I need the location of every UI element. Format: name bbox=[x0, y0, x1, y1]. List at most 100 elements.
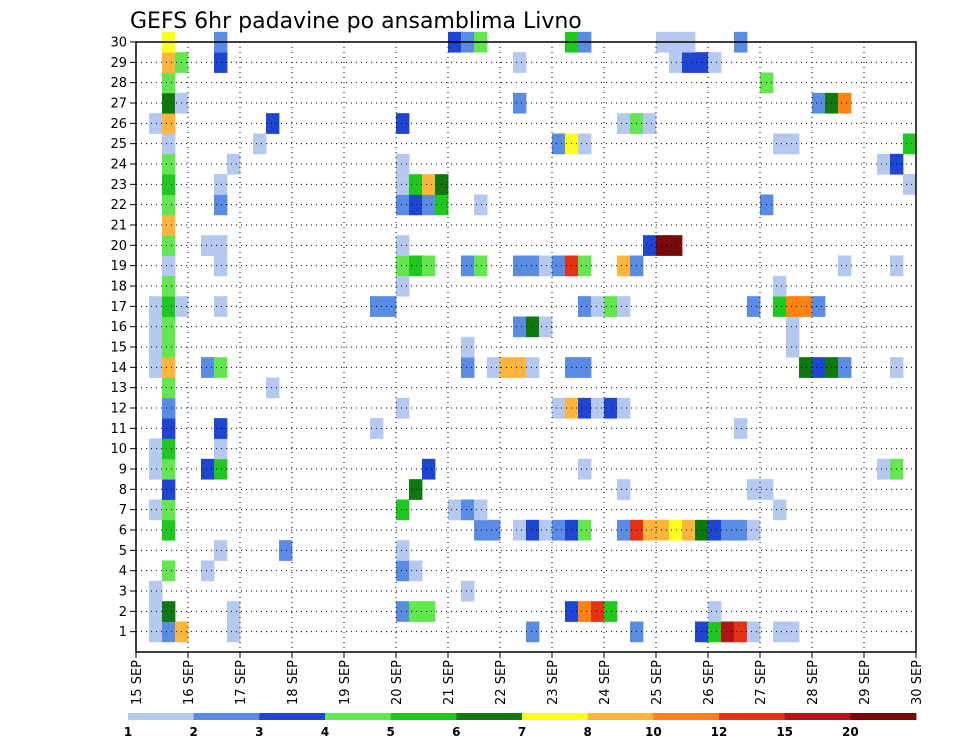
heatmap-cell bbox=[474, 519, 488, 541]
x-tick-label: 22 SEP bbox=[494, 660, 509, 705]
x-tick-label: 20 SEP bbox=[390, 660, 405, 705]
colorbar-label: 4 bbox=[321, 725, 329, 739]
heatmap-cell bbox=[604, 296, 618, 317]
heatmap-cell bbox=[162, 377, 176, 399]
heatmap-cell bbox=[474, 499, 488, 521]
heatmap-cell bbox=[214, 296, 228, 317]
heatmap-cell bbox=[149, 296, 163, 317]
y-tick-label: 22 bbox=[110, 198, 127, 213]
heatmap-cell bbox=[643, 113, 657, 134]
heatmap-cell bbox=[617, 113, 631, 134]
heatmap-cell bbox=[578, 397, 592, 419]
heatmap-cell bbox=[162, 357, 176, 378]
heatmap-cell bbox=[266, 113, 280, 134]
heatmap-cell bbox=[409, 560, 423, 582]
heatmap-cell bbox=[409, 601, 423, 622]
heatmap-cell bbox=[526, 357, 540, 378]
heatmap-cell bbox=[877, 458, 891, 480]
heatmap-cell bbox=[578, 519, 592, 541]
heatmap-cell bbox=[162, 316, 176, 338]
heatmap-cell bbox=[162, 560, 176, 582]
heatmap-cell bbox=[578, 357, 592, 378]
heatmap-cell bbox=[162, 519, 176, 541]
heatmap-cell bbox=[747, 296, 761, 317]
heatmap-cell bbox=[773, 275, 787, 297]
heatmap-cell bbox=[617, 397, 631, 419]
colorbar-swatch bbox=[456, 713, 523, 720]
colorbar-label: 5 bbox=[386, 725, 394, 739]
colorbar-label: 6 bbox=[452, 725, 460, 739]
heatmap-cell bbox=[214, 52, 228, 73]
colorbar: 1 2 3 4 5 6 7 8 10 12 15 20 bbox=[124, 713, 917, 739]
heatmap-cell bbox=[799, 296, 813, 317]
heatmap-cell bbox=[578, 296, 592, 317]
heatmap-cell bbox=[591, 601, 605, 622]
colorbar-label: 10 bbox=[645, 725, 662, 739]
heatmap-cell bbox=[227, 153, 241, 175]
heatmap-cell bbox=[539, 316, 553, 338]
heatmap-cell bbox=[513, 255, 527, 277]
colorbar-swatch bbox=[128, 713, 195, 720]
heatmap-cell bbox=[149, 580, 163, 602]
heatmap-cell bbox=[214, 174, 228, 195]
heatmap-cell bbox=[656, 519, 670, 541]
colorbar-label: 15 bbox=[776, 725, 793, 739]
heatmap-cell bbox=[617, 479, 631, 500]
heatmap-cell bbox=[149, 438, 163, 460]
heatmap-cell bbox=[903, 133, 917, 155]
colorbar-label: 1 bbox=[124, 725, 132, 739]
heatmap-cell bbox=[409, 194, 423, 216]
heatmap-cell bbox=[227, 621, 241, 643]
colorbar-label: 2 bbox=[189, 725, 197, 739]
heatmap-cell bbox=[149, 357, 163, 378]
y-tick-label: 14 bbox=[110, 361, 127, 376]
heatmap-cell bbox=[201, 235, 215, 256]
heatmap-cell bbox=[799, 357, 813, 378]
x-tick-label: 26 SEP bbox=[702, 660, 717, 705]
heatmap-cell bbox=[422, 194, 436, 216]
y-tick-label: 11 bbox=[110, 422, 127, 437]
heatmap-cell bbox=[162, 397, 176, 419]
heatmap-cell bbox=[669, 235, 683, 256]
heatmap-cell bbox=[747, 519, 761, 541]
y-tick-label: 13 bbox=[110, 381, 127, 396]
heatmap-cell bbox=[162, 113, 176, 134]
heatmap-cell bbox=[877, 153, 891, 175]
heatmap-cell bbox=[773, 296, 787, 317]
y-tick-label: 2 bbox=[119, 605, 127, 620]
heatmap-cell bbox=[214, 438, 228, 460]
heatmap-cell bbox=[162, 153, 176, 175]
x-tick-label: 28 SEP bbox=[806, 660, 821, 705]
colorbar-label: 7 bbox=[518, 725, 526, 739]
heatmap-cell bbox=[552, 255, 566, 277]
heatmap-cell bbox=[409, 255, 423, 277]
heatmap-cell bbox=[617, 519, 631, 541]
heatmap-cell bbox=[474, 255, 488, 277]
heatmap-cell bbox=[448, 499, 462, 521]
heatmap-cell bbox=[513, 519, 527, 541]
heatmap-cell bbox=[838, 255, 852, 277]
heatmap-cell bbox=[266, 377, 280, 399]
heatmap-cell bbox=[708, 52, 722, 73]
heatmap-cell bbox=[734, 621, 748, 643]
heatmap-cell bbox=[383, 296, 397, 317]
x-tick-label: 25 SEP bbox=[650, 660, 665, 705]
colorbar-swatch bbox=[390, 713, 457, 720]
heatmap-cell bbox=[669, 519, 683, 541]
heatmap-cell bbox=[162, 174, 176, 195]
heatmap-cell bbox=[162, 336, 176, 358]
heatmap-cell bbox=[513, 52, 527, 73]
heatmap-cell bbox=[396, 275, 410, 297]
x-tick-label: 23 SEP bbox=[546, 660, 561, 705]
y-tick-label: 15 bbox=[110, 341, 127, 356]
heatmap-cell bbox=[149, 458, 163, 480]
heatmap-cell bbox=[539, 519, 553, 541]
x-tick-label: 18 SEP bbox=[286, 660, 301, 705]
heatmap-cell bbox=[396, 194, 410, 216]
heatmap-cell bbox=[682, 519, 696, 541]
heatmap-cell bbox=[162, 194, 176, 216]
heatmap-cell bbox=[214, 458, 228, 480]
y-tick-label: 23 bbox=[110, 178, 127, 193]
heatmap-cell bbox=[513, 92, 527, 114]
